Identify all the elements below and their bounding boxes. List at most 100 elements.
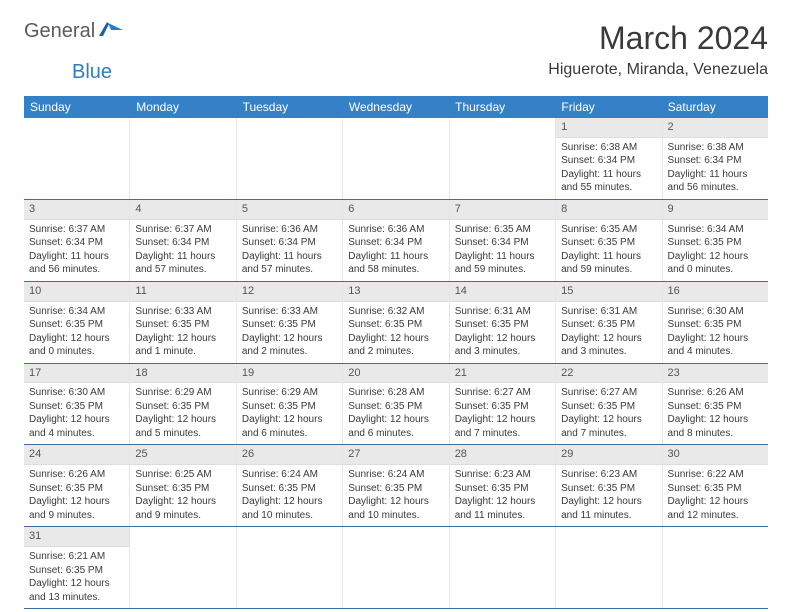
day-number: 30 (663, 445, 768, 465)
sunset-text: Sunset: 6:35 PM (668, 318, 763, 332)
sunset-text: Sunset: 6:35 PM (29, 400, 124, 414)
sunset-text: Sunset: 6:35 PM (455, 482, 550, 496)
daylight-text: Daylight: 12 hours and 0 minutes. (29, 332, 124, 359)
calendar-cell: 8Sunrise: 6:35 AMSunset: 6:35 PMDaylight… (556, 200, 662, 281)
calendar-cell: 4Sunrise: 6:37 AMSunset: 6:34 PMDaylight… (130, 200, 236, 281)
sunset-text: Sunset: 6:34 PM (29, 236, 124, 250)
calendar-cell (556, 527, 662, 608)
sunrise-text: Sunrise: 6:24 AM (242, 468, 337, 482)
calendar-cell: 28Sunrise: 6:23 AMSunset: 6:35 PMDayligh… (450, 445, 556, 526)
daylight-text: Daylight: 12 hours and 6 minutes. (242, 413, 337, 440)
sunrise-text: Sunrise: 6:30 AM (29, 386, 124, 400)
sunrise-text: Sunrise: 6:29 AM (242, 386, 337, 400)
day-number: 16 (663, 282, 768, 302)
daylight-text: Daylight: 12 hours and 13 minutes. (29, 577, 124, 604)
day-number: 17 (24, 364, 129, 384)
daylight-text: Daylight: 12 hours and 12 minutes. (668, 495, 763, 522)
day-body: Sunrise: 6:34 AMSunset: 6:35 PMDaylight:… (663, 220, 768, 281)
sunrise-text: Sunrise: 6:29 AM (135, 386, 230, 400)
day-number: 4 (130, 200, 235, 220)
calendar-cell: 16Sunrise: 6:30 AMSunset: 6:35 PMDayligh… (663, 282, 768, 363)
calendar-cell: 7Sunrise: 6:35 AMSunset: 6:34 PMDaylight… (450, 200, 556, 281)
day-body: Sunrise: 6:33 AMSunset: 6:35 PMDaylight:… (237, 302, 342, 363)
calendar-row: 31Sunrise: 6:21 AMSunset: 6:35 PMDayligh… (24, 527, 768, 609)
day-body: Sunrise: 6:33 AMSunset: 6:35 PMDaylight:… (130, 302, 235, 363)
sunset-text: Sunset: 6:35 PM (242, 482, 337, 496)
day-number: 14 (450, 282, 555, 302)
sunrise-text: Sunrise: 6:30 AM (668, 305, 763, 319)
sunset-text: Sunset: 6:35 PM (668, 400, 763, 414)
day-body: Sunrise: 6:23 AMSunset: 6:35 PMDaylight:… (556, 465, 661, 526)
day-number: 6 (343, 200, 448, 220)
day-number: 23 (663, 364, 768, 384)
daylight-text: Daylight: 12 hours and 1 minute. (135, 332, 230, 359)
day-body: Sunrise: 6:37 AMSunset: 6:34 PMDaylight:… (130, 220, 235, 281)
sunset-text: Sunset: 6:35 PM (29, 564, 124, 578)
sunset-text: Sunset: 6:34 PM (135, 236, 230, 250)
calendar-cell: 18Sunrise: 6:29 AMSunset: 6:35 PMDayligh… (130, 364, 236, 445)
sunrise-text: Sunrise: 6:37 AM (135, 223, 230, 237)
day-number: 18 (130, 364, 235, 384)
day-number: 22 (556, 364, 661, 384)
sunrise-text: Sunrise: 6:25 AM (135, 468, 230, 482)
day-body: Sunrise: 6:24 AMSunset: 6:35 PMDaylight:… (343, 465, 448, 526)
day-body: Sunrise: 6:32 AMSunset: 6:35 PMDaylight:… (343, 302, 448, 363)
day-body: Sunrise: 6:31 AMSunset: 6:35 PMDaylight:… (556, 302, 661, 363)
daylight-text: Daylight: 12 hours and 2 minutes. (242, 332, 337, 359)
day-number: 24 (24, 445, 129, 465)
sunrise-text: Sunrise: 6:34 AM (668, 223, 763, 237)
calendar-cell: 30Sunrise: 6:22 AMSunset: 6:35 PMDayligh… (663, 445, 768, 526)
logo-flag-icon (99, 20, 125, 43)
month-title: March 2024 (548, 20, 768, 57)
daylight-text: Daylight: 12 hours and 10 minutes. (242, 495, 337, 522)
day-body: Sunrise: 6:26 AMSunset: 6:35 PMDaylight:… (663, 383, 768, 444)
calendar-row: 1Sunrise: 6:38 AMSunset: 6:34 PMDaylight… (24, 118, 768, 200)
day-body: Sunrise: 6:28 AMSunset: 6:35 PMDaylight:… (343, 383, 448, 444)
weekday-label: Saturday (662, 96, 768, 118)
day-body: Sunrise: 6:35 AMSunset: 6:34 PMDaylight:… (450, 220, 555, 281)
daylight-text: Daylight: 11 hours and 55 minutes. (561, 168, 656, 195)
sunrise-text: Sunrise: 6:26 AM (668, 386, 763, 400)
sunrise-text: Sunrise: 6:32 AM (348, 305, 443, 319)
calendar-cell: 12Sunrise: 6:33 AMSunset: 6:35 PMDayligh… (237, 282, 343, 363)
daylight-text: Daylight: 12 hours and 4 minutes. (29, 413, 124, 440)
sunset-text: Sunset: 6:35 PM (135, 400, 230, 414)
day-body: Sunrise: 6:29 AMSunset: 6:35 PMDaylight:… (130, 383, 235, 444)
sunset-text: Sunset: 6:35 PM (135, 318, 230, 332)
sunset-text: Sunset: 6:35 PM (348, 318, 443, 332)
weekday-header: SundayMondayTuesdayWednesdayThursdayFrid… (24, 96, 768, 118)
calendar: SundayMondayTuesdayWednesdayThursdayFrid… (24, 96, 768, 609)
daylight-text: Daylight: 12 hours and 8 minutes. (668, 413, 763, 440)
calendar-row: 24Sunrise: 6:26 AMSunset: 6:35 PMDayligh… (24, 445, 768, 527)
calendar-cell: 10Sunrise: 6:34 AMSunset: 6:35 PMDayligh… (24, 282, 130, 363)
sunrise-text: Sunrise: 6:21 AM (29, 550, 124, 564)
sunset-text: Sunset: 6:35 PM (242, 318, 337, 332)
sunrise-text: Sunrise: 6:24 AM (348, 468, 443, 482)
calendar-cell (24, 118, 130, 199)
day-number: 3 (24, 200, 129, 220)
logo: General (24, 20, 127, 43)
daylight-text: Daylight: 11 hours and 57 minutes. (135, 250, 230, 277)
daylight-text: Daylight: 12 hours and 9 minutes. (135, 495, 230, 522)
calendar-cell: 29Sunrise: 6:23 AMSunset: 6:35 PMDayligh… (556, 445, 662, 526)
weekday-label: Friday (555, 96, 661, 118)
sunrise-text: Sunrise: 6:31 AM (561, 305, 656, 319)
day-body: Sunrise: 6:26 AMSunset: 6:35 PMDaylight:… (24, 465, 129, 526)
day-number: 8 (556, 200, 661, 220)
sunrise-text: Sunrise: 6:33 AM (242, 305, 337, 319)
sunrise-text: Sunrise: 6:22 AM (668, 468, 763, 482)
logo-text-blue: Blue (72, 61, 792, 84)
day-body: Sunrise: 6:31 AMSunset: 6:35 PMDaylight:… (450, 302, 555, 363)
sunset-text: Sunset: 6:35 PM (455, 400, 550, 414)
calendar-cell: 22Sunrise: 6:27 AMSunset: 6:35 PMDayligh… (556, 364, 662, 445)
logo-text-general: General (24, 20, 95, 43)
sunset-text: Sunset: 6:34 PM (668, 154, 763, 168)
day-number: 19 (237, 364, 342, 384)
daylight-text: Daylight: 11 hours and 59 minutes. (455, 250, 550, 277)
sunrise-text: Sunrise: 6:36 AM (348, 223, 443, 237)
day-number: 29 (556, 445, 661, 465)
day-number: 10 (24, 282, 129, 302)
day-number: 20 (343, 364, 448, 384)
day-body: Sunrise: 6:21 AMSunset: 6:35 PMDaylight:… (24, 547, 129, 608)
day-number: 5 (237, 200, 342, 220)
